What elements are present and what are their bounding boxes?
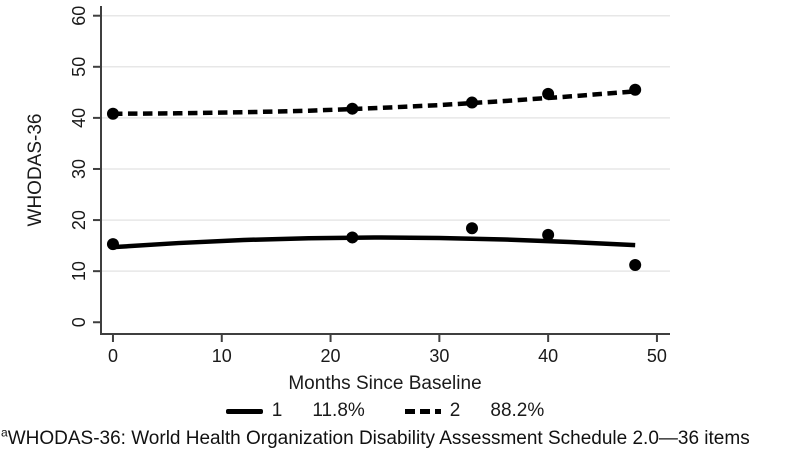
figure-footnote: aWHODAS-36: World Health Organization Di… <box>1 426 750 451</box>
legend: 1 11.8% 2 88.2% <box>0 398 770 424</box>
legend-series-1-label: 1 <box>271 400 283 421</box>
y-tick-label: 0 <box>69 317 89 327</box>
legend-series-1-share: 11.8% <box>312 400 365 421</box>
legend-series-2-label: 2 <box>449 400 461 421</box>
series-1-observed-point <box>465 222 478 235</box>
x-tick-label: 40 <box>538 346 558 366</box>
series-1-observed-point <box>346 231 359 244</box>
legend-dashed-line-swatch <box>404 408 441 414</box>
line-chart: 0 10 20 30 40 50 60 0 10 20 30 40 50 <box>69 6 670 366</box>
y-tick-label: 30 <box>69 159 89 179</box>
series-1-observed-point <box>542 228 555 241</box>
y-tick-label: 20 <box>69 210 89 230</box>
series-2-observed-point <box>106 107 119 120</box>
footnote-superscript: a <box>1 425 8 440</box>
series-1-fitted-line <box>112 235 636 250</box>
series-2-fitted-line <box>112 89 636 117</box>
series-2-observed-point <box>629 83 642 96</box>
x-tick-label: 10 <box>212 346 232 366</box>
series-2-observed-point <box>542 87 555 100</box>
y-tick-label: 50 <box>69 57 89 77</box>
y-tick-label: 40 <box>69 108 89 128</box>
footnote-text: WHODAS-36: World Health Organization Dis… <box>7 428 750 449</box>
series-1-observed-point <box>629 259 642 272</box>
x-tick-label: 20 <box>321 346 341 366</box>
series-2-observed-point <box>346 102 359 115</box>
y-axis-title: WHODAS-36 <box>25 113 46 227</box>
legend-series-2-share: 88.2% <box>490 400 545 421</box>
x-tick-label: 0 <box>108 346 118 366</box>
series-2-observed-point <box>465 96 478 109</box>
series-1-observed-point <box>106 238 119 251</box>
x-tick-label: 30 <box>429 346 449 366</box>
x-tick-label: 50 <box>647 346 667 366</box>
y-tick-label: 10 <box>69 261 89 281</box>
legend-solid-line-swatch <box>225 408 263 414</box>
x-axis-title: Months Since Baseline <box>288 373 482 394</box>
y-tick-label: 60 <box>69 6 89 26</box>
